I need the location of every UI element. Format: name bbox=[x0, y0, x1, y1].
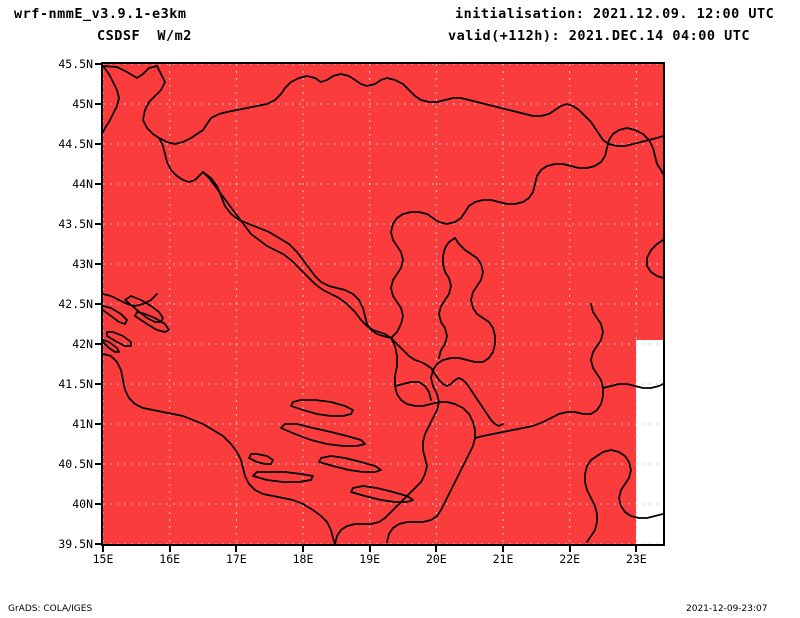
y-axis-tick bbox=[95, 383, 101, 385]
x-axis-label: 17E bbox=[225, 552, 247, 566]
x-axis-label: 22E bbox=[559, 552, 581, 566]
x-axis-label: 18E bbox=[292, 552, 314, 566]
y-axis-tick bbox=[95, 423, 101, 425]
y-axis-label: 40N bbox=[72, 497, 93, 511]
variable-title: CSDSF W/m2 bbox=[97, 28, 192, 44]
y-axis-label: 39.5N bbox=[58, 537, 93, 551]
y-axis-label: 43.5N bbox=[58, 217, 93, 231]
coastline-border-layer bbox=[103, 64, 663, 544]
y-axis-tick bbox=[95, 183, 101, 185]
y-axis-label: 42.5N bbox=[58, 297, 93, 311]
y-axis-label: 42N bbox=[72, 337, 93, 351]
page-title: wrf-nmmE_v3.9.1-e3km bbox=[14, 6, 187, 22]
y-axis-tick bbox=[95, 343, 101, 345]
x-axis-tick bbox=[302, 546, 304, 552]
x-axis-tick bbox=[168, 546, 171, 552]
x-axis-label: 21E bbox=[492, 552, 514, 566]
y-axis-label: 44.5N bbox=[58, 137, 93, 151]
initialisation-time: initialisation: 2021.12.09. 12:00 UTC bbox=[455, 6, 775, 22]
x-axis-label: 23E bbox=[625, 552, 647, 566]
y-axis-label: 43N bbox=[72, 257, 93, 271]
x-axis-tick bbox=[368, 546, 371, 552]
y-axis-label: 41N bbox=[72, 417, 93, 431]
y-axis-tick bbox=[95, 223, 101, 225]
y-axis-tick bbox=[95, 543, 101, 545]
y-axis-label: 40.5N bbox=[58, 457, 93, 471]
x-axis-tick bbox=[502, 546, 504, 552]
y-axis-tick bbox=[95, 143, 101, 145]
y-axis-tick bbox=[95, 63, 101, 65]
valid-time: valid(+112h): 2021.DEC.14 04:00 UTC bbox=[448, 28, 750, 44]
y-axis-label: 44N bbox=[72, 177, 93, 191]
y-axis-tick bbox=[95, 303, 101, 305]
x-axis-label: 19E bbox=[359, 552, 381, 566]
y-axis-tick bbox=[95, 263, 101, 265]
x-axis-tick bbox=[235, 546, 238, 552]
grads-credit: GrADS: COLA/IGES bbox=[8, 604, 93, 614]
y-axis-label: 45N bbox=[72, 97, 93, 111]
x-axis-tick bbox=[568, 546, 571, 552]
render-timestamp: 2021-12-09-23:07 bbox=[686, 604, 768, 614]
y-axis-tick bbox=[95, 103, 101, 105]
x-axis-tick bbox=[435, 546, 438, 552]
no-data-region bbox=[636, 340, 663, 544]
x-axis-tick bbox=[102, 546, 104, 552]
y-axis-tick bbox=[95, 503, 101, 505]
y-axis-label: 41.5N bbox=[58, 377, 93, 391]
x-axis-label: 15E bbox=[92, 552, 114, 566]
y-axis-label: 45.5N bbox=[58, 57, 93, 71]
gridline-layer bbox=[103, 64, 663, 544]
x-axis-label: 20E bbox=[425, 552, 447, 566]
map-plot-area bbox=[101, 62, 665, 546]
x-axis-label: 16E bbox=[159, 552, 181, 566]
x-axis-tick bbox=[635, 546, 638, 552]
y-axis-tick bbox=[95, 463, 101, 465]
